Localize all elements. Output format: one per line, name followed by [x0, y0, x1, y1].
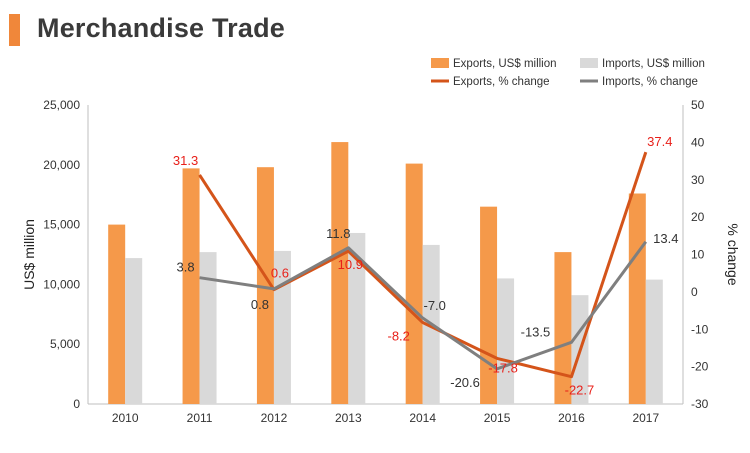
legend-label: Imports, % change [602, 76, 698, 88]
legend-swatch [431, 58, 449, 68]
title-accent-bar [9, 14, 20, 46]
right-tick-label: 20 [691, 210, 705, 224]
exports-bar [405, 163, 423, 404]
legend-label: Exports, US$ million [453, 58, 557, 70]
exports-bar [554, 252, 572, 404]
imports-change-label: -13.5 [521, 324, 551, 339]
left-tick-label: 5,000 [50, 337, 80, 351]
imports-bar [645, 279, 663, 404]
left-axis-title: US$ million [21, 219, 37, 290]
exports-change-label: -17.8 [488, 360, 518, 375]
right-tick-label: 40 [691, 135, 705, 149]
chart-legend: Exports, US$ million Imports, US$ million… [431, 58, 705, 88]
exports-bar [256, 167, 274, 404]
imports-change-label: -20.6 [450, 375, 480, 390]
x-tick-label: 2015 [484, 411, 511, 425]
x-tick-label: 2014 [409, 411, 436, 425]
chart-bars [108, 142, 663, 405]
exports-bar [628, 193, 646, 404]
exports-change-label: 31.3 [173, 153, 198, 168]
chart-data-labels: 31.3 0.6 10.9 -8.2 -17.8 -22.7 37.4 3.8 0.8 11.8 -… [173, 134, 679, 398]
imports-change-label: 11.8 [326, 226, 350, 241]
left-tick-label: 10,000 [43, 277, 80, 291]
page-title: Merchandise Trade [37, 13, 285, 43]
exports-change-label: 10.9 [338, 257, 363, 272]
imports-bar [273, 250, 291, 404]
imports-change-label: -7.0 [423, 298, 445, 313]
imports-bar [125, 258, 143, 404]
imports-change-label: 0.8 [251, 297, 269, 312]
right-tick-label: -20 [691, 360, 709, 374]
imports-bar [199, 252, 217, 404]
exports-change-label: 0.6 [271, 266, 289, 281]
left-tick-label: 20,000 [43, 158, 80, 172]
imports-change-label: 3.8 [177, 260, 195, 275]
x-tick-label: 2017 [632, 411, 659, 425]
chart-lines [198, 151, 648, 379]
imports-change-line [199, 240, 648, 371]
right-tick-label: 0 [691, 285, 698, 299]
x-tick-label: 2013 [335, 411, 362, 425]
x-tick-label: 2010 [112, 411, 139, 425]
left-tick-label: 0 [73, 397, 80, 411]
right-tick-label: 30 [691, 173, 705, 187]
imports-bar [497, 278, 515, 404]
exports-change-label: -22.7 [565, 383, 595, 398]
left-tick-label: 15,000 [43, 218, 80, 232]
right-axis-title: % change [725, 223, 741, 285]
chart-axes: 0 5,000 10,000 15,000 20,000 25,000 -30 -20 -10 0… [21, 98, 741, 425]
left-tick-label: 25,000 [43, 98, 80, 112]
imports-change-label: 13.4 [653, 231, 678, 246]
legend-swatch [580, 58, 598, 68]
exports-bar [480, 206, 498, 404]
x-tick-label: 2016 [558, 411, 585, 425]
exports-bar [108, 224, 126, 404]
right-tick-label: 50 [691, 98, 705, 112]
exports-bar [182, 168, 200, 404]
legend-label: Imports, US$ million [602, 58, 705, 70]
exports-change-label: -8.2 [387, 329, 409, 344]
exports-change-label: 37.4 [647, 134, 672, 149]
imports-bar [348, 232, 366, 404]
right-tick-label: -10 [691, 322, 709, 336]
exports-bar [331, 142, 349, 405]
x-tick-label: 2012 [261, 411, 288, 425]
right-tick-label: -30 [691, 397, 709, 411]
right-tick-label: 10 [691, 248, 705, 262]
legend-label: Exports, % change [453, 76, 550, 88]
x-tick-label: 2011 [187, 411, 213, 425]
